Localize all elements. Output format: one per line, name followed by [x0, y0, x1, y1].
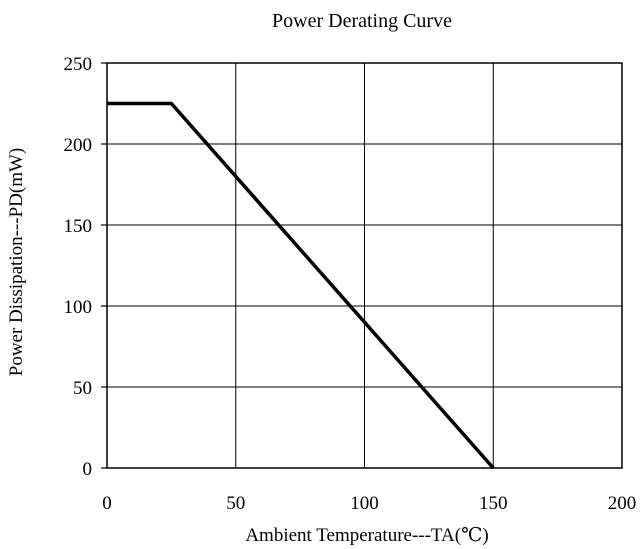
y-tick-label: 100: [64, 297, 93, 318]
y-tick-label: 50: [73, 378, 92, 399]
x-tick-label: 0: [102, 493, 112, 514]
x-axis-label: Ambient Temperature---TA(℃): [245, 525, 488, 546]
y-tick-label: 150: [64, 216, 93, 237]
x-tick-label: 200: [608, 493, 637, 514]
y-tick-label: 250: [64, 54, 93, 75]
y-tick-label: 200: [64, 135, 93, 156]
x-axis-ticks: 0 50 100 150 200: [102, 493, 636, 514]
x-tick-label: 50: [226, 493, 245, 514]
series-group: [107, 101, 495, 470]
plot-frame: [106, 62, 623, 469]
grid: [106, 62, 623, 469]
x-tick-label: 100: [350, 493, 379, 514]
chart-title: Power Derating Curve: [272, 10, 452, 32]
y-axis-label: Power Dissipation---PD(mW): [6, 148, 27, 377]
y-axis-ticks: 0 50 100 150 200 250: [64, 54, 107, 480]
y-tick-label: 0: [83, 459, 93, 480]
series-line: [107, 101, 495, 470]
x-tick-label: 150: [479, 493, 508, 514]
